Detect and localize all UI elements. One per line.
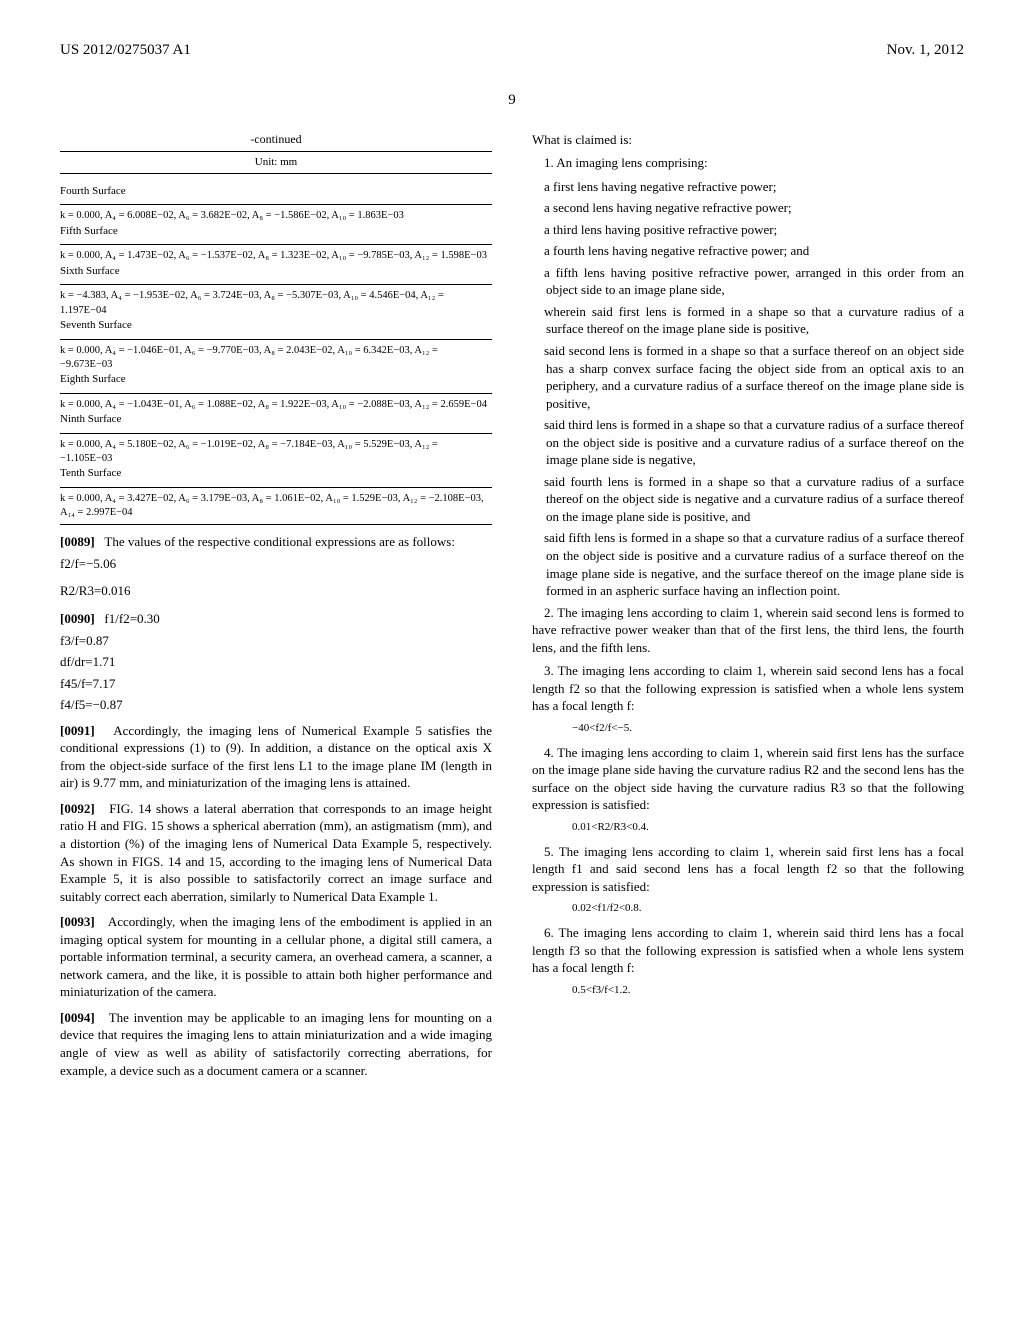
para-number: [0093] [60,914,95,929]
expression: f4/f5=−0.87 [60,696,492,714]
table-unit-label: Unit: mm [60,151,492,174]
paragraph: [0091] Accordingly, the imaging lens of … [60,722,492,792]
claim-1-sub: said fifth lens is formed in a shape so … [532,529,964,599]
surface-data: k = 0.000, A₄ = 3.427E−02, A₆ = 3.179E−0… [60,492,492,520]
surface-data: k = 0.000, A₄ = 5.180E−02, A₆ = −1.019E−… [60,438,492,466]
surface-name: Eighth Surface [60,372,492,387]
paragraph: [0094] The invention may be applicable t… [60,1009,492,1079]
paragraph: [0093] Accordingly, when the imaging len… [60,913,492,1001]
expression: f1/f2=0.30 [104,611,159,626]
surface-data: k = 0.000, A₄ = −1.043E−01, A₆ = 1.088E−… [60,398,492,412]
publication-date: Nov. 1, 2012 [887,40,964,60]
claims-heading: What is claimed is: [532,131,964,149]
surface-name: Tenth Surface [60,466,492,481]
claim-4-expression: 0.01<R2/R3<0.4. [532,820,964,835]
paragraph: [0092] FIG. 14 shows a lateral aberratio… [60,800,492,905]
para-text: Accordingly, the imaging lens of Numeric… [60,723,492,791]
page-number: 9 [60,90,964,110]
surface-block: k = 0.000, A₄ = −1.043E−01, A₆ = 1.088E−… [60,394,492,434]
claim-1-sub: a second lens having negative refractive… [532,199,964,217]
para-number: [0091] [60,723,95,738]
para-number: [0094] [60,1010,95,1025]
para-text: The values of the respective conditional… [104,534,455,549]
surface-block: k = −4.383, A₄ = −1.953E−02, A₆ = 3.724E… [60,285,492,339]
publication-number: US 2012/0275037 A1 [60,40,191,60]
para-number: [0090] [60,611,95,626]
expression: f45/f=7.17 [60,675,492,693]
paragraph: [0089] The values of the respective cond… [60,533,492,551]
claim-5-expression: 0.02<f1/f2<0.8. [532,901,964,916]
claim-1-sub: a third lens having positive refractive … [532,221,964,239]
claim-1-sub: said second lens is formed in a shape so… [532,342,964,412]
para-number: [0092] [60,801,95,816]
para-text: The invention may be applicable to an im… [60,1010,492,1078]
content-columns: -continued Unit: mm Fourth Surface k = 0… [60,131,964,1080]
claim-3-expression: −40<f2/f<−5. [532,721,964,736]
right-column: What is claimed is: 1. An imaging lens c… [532,131,964,1080]
surface-block: k = 0.000, A₄ = 3.427E−02, A₆ = 3.179E−0… [60,488,492,525]
claim-6: 6. The imaging lens according to claim 1… [532,924,964,977]
expression: R2/R3=0.016 [60,582,492,600]
claim-1-sub: wherein said first lens is formed in a s… [532,303,964,338]
expression: df/dr=1.71 [60,653,492,671]
surface-block: k = 0.000, A₄ = 5.180E−02, A₆ = −1.019E−… [60,434,492,488]
surface-name: Ninth Surface [60,412,492,427]
surface-data: k = −4.383, A₄ = −1.953E−02, A₆ = 3.724E… [60,289,492,317]
claim-4: 4. The imaging lens according to claim 1… [532,744,964,814]
claim-1-sub: said fourth lens is formed in a shape so… [532,473,964,526]
claim-5: 5. The imaging lens according to claim 1… [532,843,964,896]
claim-6-expression: 0.5<f3/f<1.2. [532,983,964,998]
table-continued-label: -continued [60,131,492,147]
para-text: FIG. 14 shows a lateral aberration that … [60,801,492,904]
claim-3: 3. The imaging lens according to claim 1… [532,662,964,715]
expression: f2/f=−5.06 [60,555,492,573]
left-column: -continued Unit: mm Fourth Surface k = 0… [60,131,492,1080]
claim-1: 1. An imaging lens comprising: [532,154,964,172]
surface-name: Fifth Surface [60,224,492,239]
claim-1-sub: a fourth lens having negative refractive… [532,242,964,260]
surface-name: Sixth Surface [60,264,492,279]
claim-1-sub: said third lens is formed in a shape so … [532,416,964,469]
surface-name: Seventh Surface [60,318,492,333]
claim-2: 2. The imaging lens according to claim 1… [532,604,964,657]
claim-1-sub: a first lens having negative refractive … [532,178,964,196]
expression: f3/f=0.87 [60,632,492,650]
surface-block: k = 0.000, A₄ = −1.046E−01, A₆ = −9.770E… [60,340,492,394]
paragraph: [0090] f1/f2=0.30 [60,610,492,628]
surface-block: k = 0.000, A₄ = 1.473E−02, A₆ = −1.537E−… [60,245,492,285]
surface-name: Fourth Surface [60,184,492,199]
surface-data: k = 0.000, A₄ = 6.008E−02, A₆ = 3.682E−0… [60,209,492,223]
surface-data: k = 0.000, A₄ = −1.046E−01, A₆ = −9.770E… [60,344,492,372]
claim-1-sub: a fifth lens having positive refractive … [532,264,964,299]
surface-block: k = 0.000, A₄ = 6.008E−02, A₆ = 3.682E−0… [60,205,492,245]
page-header: US 2012/0275037 A1 Nov. 1, 2012 [60,40,964,60]
surface-data: k = 0.000, A₄ = 1.473E−02, A₆ = −1.537E−… [60,249,492,263]
para-text: Accordingly, when the imaging lens of th… [60,914,492,999]
surface-block: Fourth Surface [60,180,492,206]
para-number: [0089] [60,534,95,549]
